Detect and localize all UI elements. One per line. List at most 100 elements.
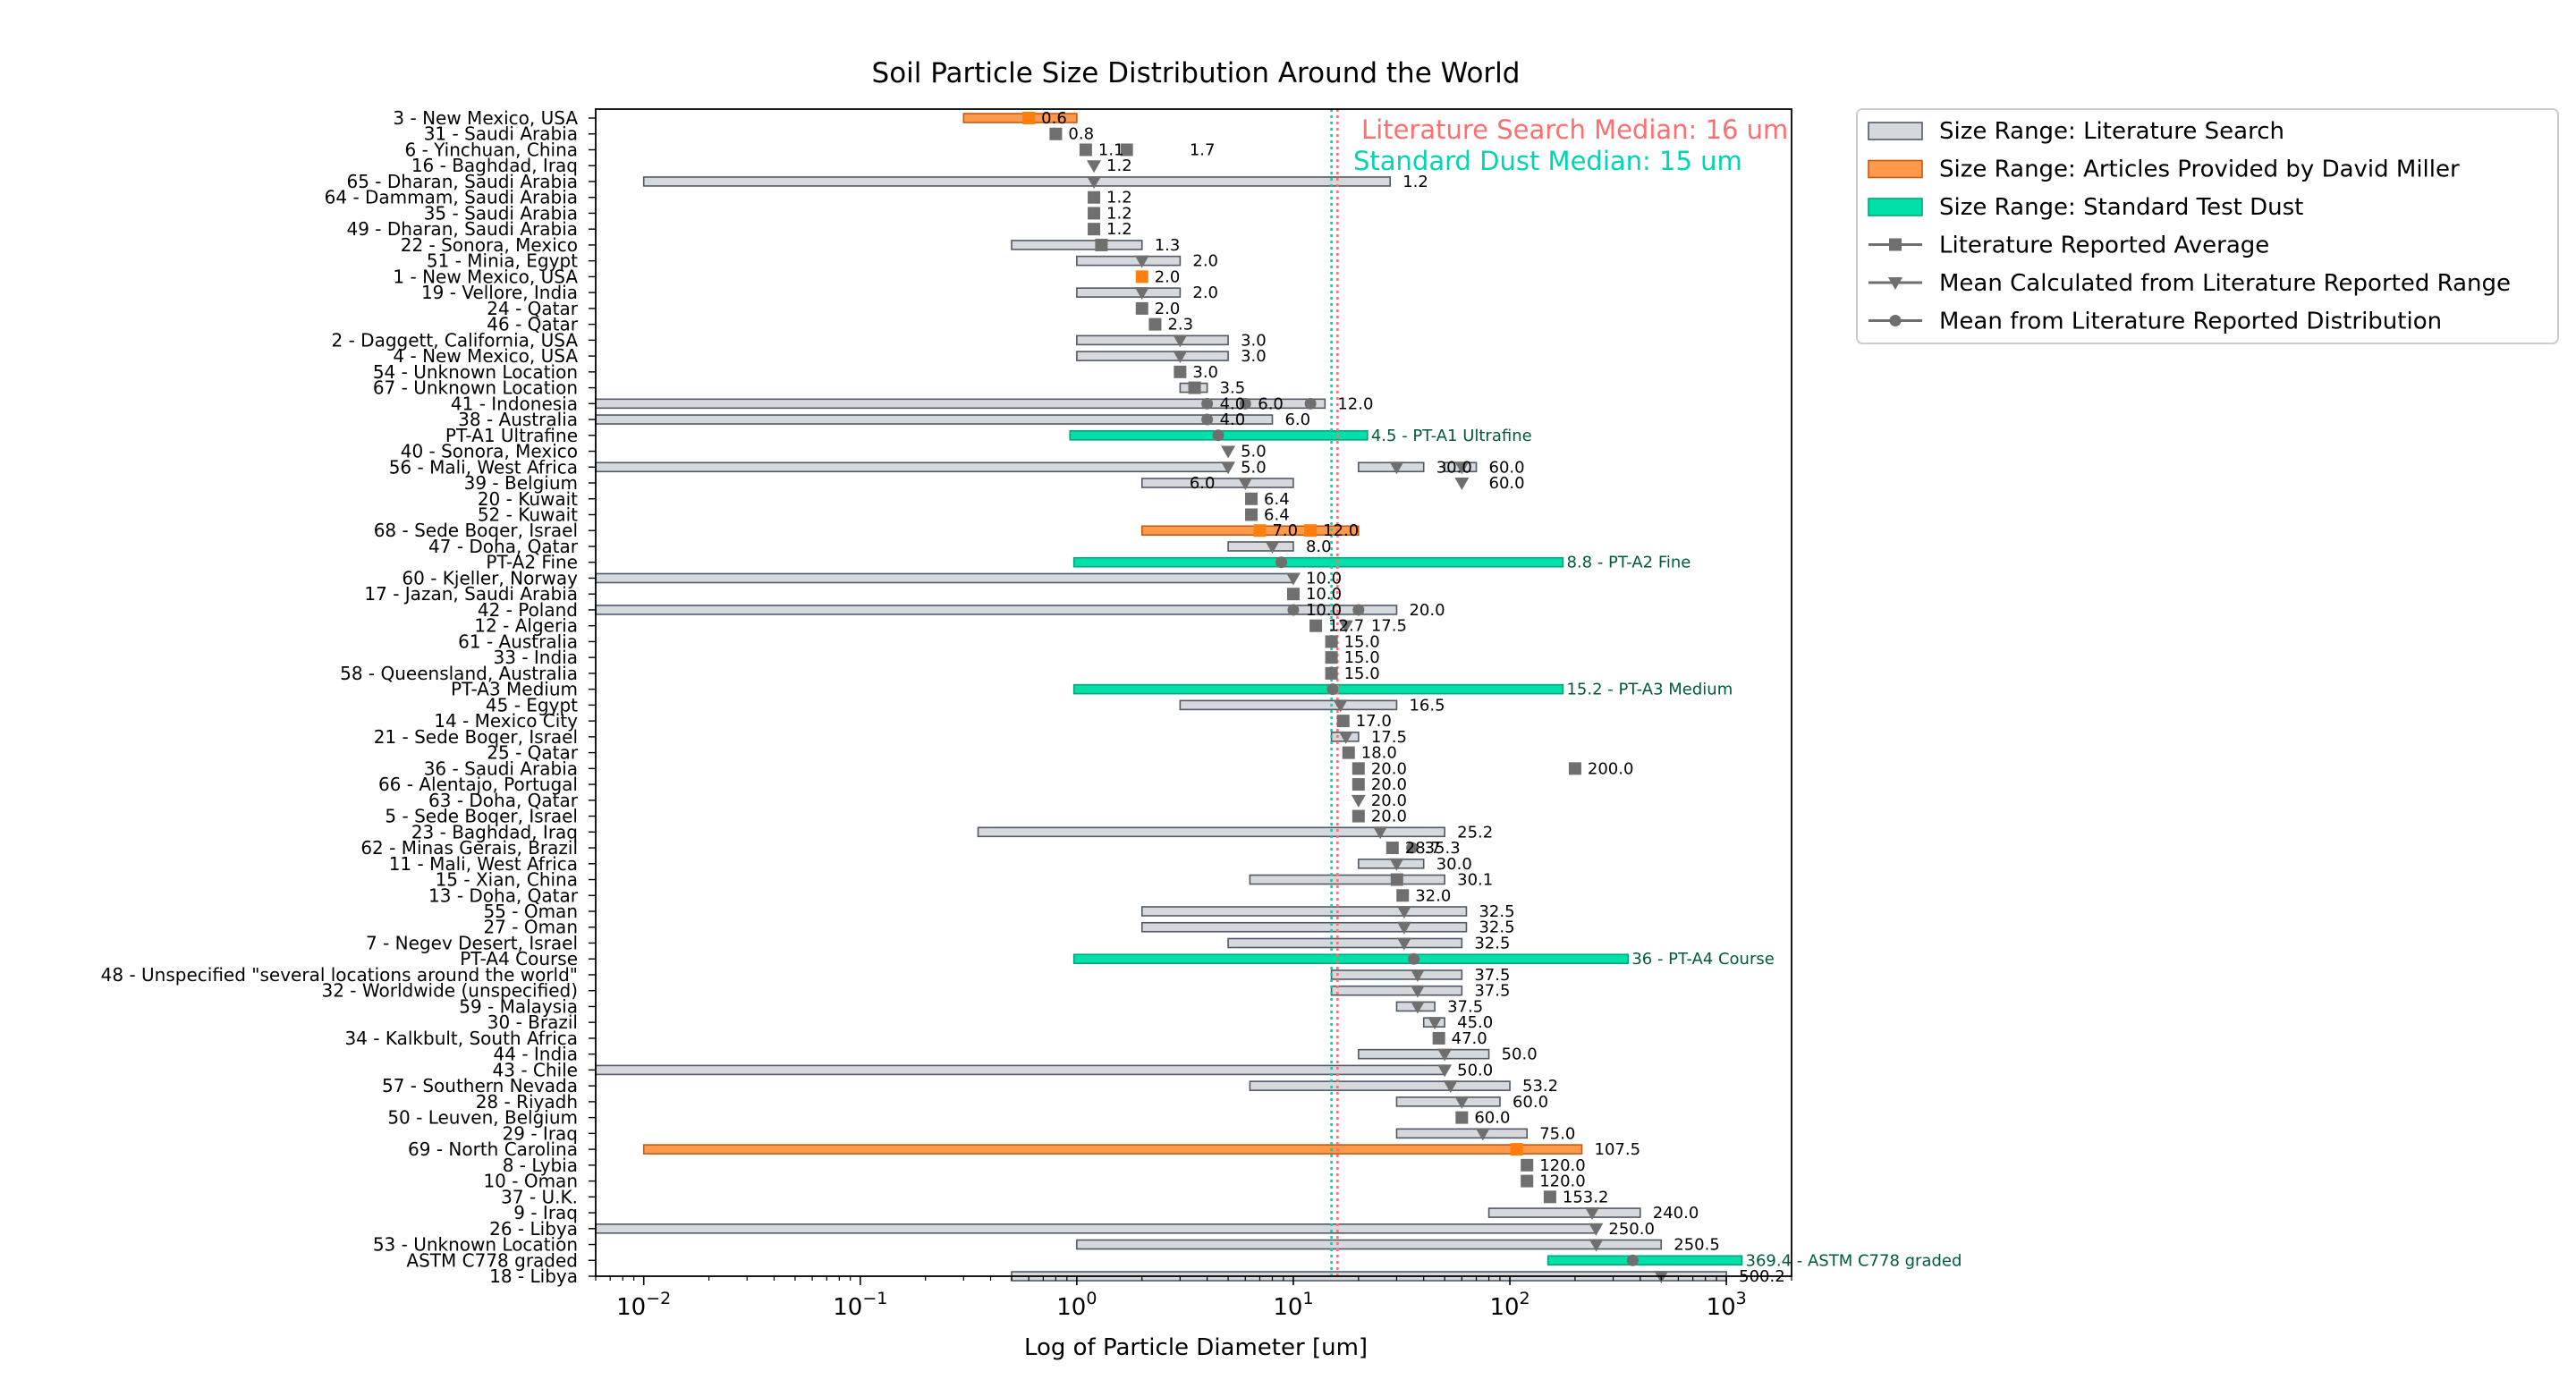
value-label: 2.0 — [1192, 284, 1218, 302]
y-tick-label: 33 - India — [494, 647, 578, 668]
x-tick-base: 10 — [616, 1294, 646, 1321]
value-label: 153.2 — [1563, 1188, 1609, 1206]
value-label: 32.0 — [1415, 886, 1451, 905]
range-bar — [1076, 287, 1182, 298]
x-tick-exponent: −1 — [862, 1289, 887, 1308]
value-label: 15.0 — [1344, 664, 1380, 683]
range-bar — [1140, 525, 1360, 537]
legend-swatch — [1868, 198, 1923, 216]
distribution-mean-marker — [1406, 842, 1419, 854]
reported-average-marker — [1253, 524, 1267, 537]
legend-label: Size Range: Literature Search — [1939, 118, 2284, 145]
reported-average-marker — [1385, 842, 1399, 855]
legend: Size Range: Literature Search Size Range:… — [1856, 108, 2559, 344]
y-tick-label: 60 - Kjeller, Norway — [402, 567, 578, 588]
value-label: 3.0 — [1192, 363, 1218, 382]
legend-label: Mean Calculated from Literature Reported… — [1939, 270, 2511, 297]
reported-average-marker — [1120, 143, 1133, 157]
range-bar — [1330, 985, 1463, 996]
value-label: 1.2 — [1106, 220, 1132, 239]
standard-dust-label: 369.4 - ASTM C778 graded — [1746, 1251, 1962, 1270]
distribution-mean-marker — [1201, 413, 1214, 426]
x-axis-label: Log of Particle Diameter [um] — [1024, 1334, 1368, 1361]
range-bar — [1076, 255, 1182, 267]
legend-square-icon — [1889, 238, 1902, 251]
y-tick-label: 57 - Southern Nevada — [382, 1075, 578, 1096]
range-mean-marker — [1585, 1207, 1600, 1221]
distribution-mean-marker — [1626, 1254, 1639, 1266]
value-label: 1.2 — [1106, 157, 1132, 175]
y-tick-label: 36 - Saudi Arabia — [424, 757, 578, 779]
y-tick-label: 7 - Negev Desert, Israel — [366, 932, 578, 953]
legend-triangle-icon — [1888, 277, 1902, 290]
value-label: 60.0 — [1474, 1109, 1510, 1128]
range-mean-marker — [1238, 478, 1253, 491]
y-tick-label: 51 - Minia, Egypt — [427, 250, 578, 272]
value-label: 35.3 — [1425, 839, 1461, 858]
y-tick-label: 65 - Dharan, Saudi Arabia — [347, 171, 579, 192]
range-bar — [977, 826, 1445, 838]
y-tick-label: 32 - Worldwide (unspecified) — [322, 980, 579, 1002]
legend-swatch — [1868, 122, 1923, 140]
y-tick-label: 30 - Brazil — [487, 1011, 578, 1033]
reported-average-marker — [1135, 270, 1148, 284]
value-label: 32.5 — [1474, 934, 1510, 952]
range-bar — [1072, 953, 1630, 965]
y-tick-label: 52 - Kuwait — [478, 504, 578, 526]
value-label: 60.0 — [1489, 474, 1525, 493]
value-label: 6.0 — [1284, 410, 1310, 429]
y-tick-label: 19 - Vellore, India — [421, 282, 578, 303]
range-bar — [1076, 334, 1229, 346]
value-label: 15.0 — [1344, 648, 1380, 667]
y-tick-label: 35 - Saudi Arabia — [424, 202, 578, 224]
y-tick-label: 9 - Iraq — [513, 1202, 578, 1223]
reported-average-marker — [1286, 588, 1300, 601]
distribution-mean-marker — [1287, 604, 1300, 616]
y-tick-label: 38 - Australia — [458, 409, 578, 430]
distribution-mean-marker — [1326, 683, 1339, 696]
value-label: 3.0 — [1241, 331, 1267, 350]
value-label: 10.0 — [1306, 601, 1342, 620]
y-tick-label: PT-A1 Ultrafine — [445, 425, 578, 446]
range-mean-marker — [1428, 1017, 1443, 1030]
x-tick-base: 10 — [1273, 1294, 1302, 1321]
y-tick-label: 26 - Libya — [489, 1218, 578, 1240]
reported-average-marker — [1352, 778, 1365, 791]
reported-average-marker — [1309, 619, 1323, 632]
reported-average-marker — [1135, 301, 1148, 315]
range-mean-marker — [1087, 175, 1102, 189]
y-tick-label: 3 - New Mexico, USA — [393, 107, 578, 129]
value-label: 17.5 — [1371, 617, 1407, 636]
reported-average-marker — [1325, 666, 1338, 680]
range-mean-marker — [1087, 160, 1102, 174]
range-bar — [1076, 351, 1229, 361]
y-tick-label: 16 - Baghdad, Iraq — [411, 155, 578, 176]
range-bar — [1546, 1255, 1743, 1266]
value-label: 15.0 — [1344, 632, 1380, 651]
range-bar — [595, 461, 1229, 473]
range-bar — [1249, 874, 1445, 885]
y-tick-label: 12 - Algeria — [474, 615, 578, 637]
y-tick-label: 66 - Alentajo, Portugal — [378, 774, 578, 795]
y-tick-label: 5 - Sede Boqer, Israel — [385, 806, 578, 827]
reported-average-marker — [1432, 1031, 1445, 1045]
value-label: 37.5 — [1447, 997, 1483, 1016]
value-label: 2.3 — [1167, 316, 1193, 334]
median-lines: Literature Search Median: 16 umStandard … — [1330, 109, 1788, 1276]
reported-average-marker — [1174, 365, 1187, 378]
range-mean-marker — [1351, 794, 1366, 808]
reported-average-marker — [1455, 1111, 1469, 1124]
y-tick-label: 55 - Oman — [483, 901, 578, 922]
value-label: 17.5 — [1371, 728, 1407, 747]
range-bar — [1072, 683, 1564, 695]
value-label: 45.0 — [1457, 1013, 1493, 1032]
range-mean-marker — [1437, 1048, 1453, 1062]
y-tick-label: 45 - Egypt — [486, 694, 578, 715]
y-tick-label: 59 - Malaysia — [459, 995, 578, 1017]
range-mean-marker — [1134, 287, 1149, 300]
value-label: 0.6 — [1041, 109, 1067, 128]
value-label: 28.7 — [1405, 839, 1441, 858]
value-label: 1.2 — [1106, 189, 1132, 207]
